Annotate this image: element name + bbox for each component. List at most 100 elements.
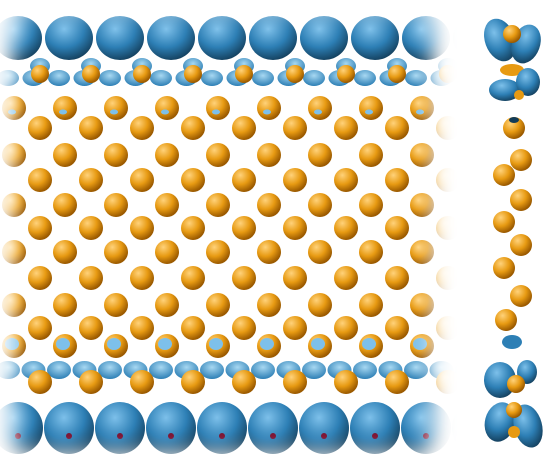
gold-atom bbox=[184, 65, 202, 83]
gold-atom bbox=[410, 193, 434, 217]
gold-atom bbox=[232, 168, 256, 192]
gold-atom bbox=[104, 96, 128, 120]
orbital-lobe-small bbox=[110, 109, 118, 115]
gold-atom bbox=[334, 116, 358, 140]
gold-atom bbox=[235, 65, 253, 83]
side-chain-panel bbox=[484, 18, 543, 448]
gold-atom bbox=[79, 266, 103, 290]
gold-atom bbox=[493, 257, 515, 279]
orbital-lobe-small bbox=[456, 70, 478, 86]
gold-atom bbox=[461, 143, 485, 167]
gold-atom bbox=[2, 143, 26, 167]
orbital-lobe-small bbox=[47, 361, 71, 379]
atom-core bbox=[423, 433, 429, 439]
gold-atom bbox=[359, 240, 383, 264]
gold-atom bbox=[155, 240, 179, 264]
orbital-lobe bbox=[146, 402, 196, 454]
gold-atom bbox=[507, 375, 525, 393]
gold-atom bbox=[53, 240, 77, 264]
orbital-lobe bbox=[402, 16, 450, 60]
gold-atom bbox=[510, 285, 532, 307]
gold-atom bbox=[2, 193, 26, 217]
main-slab-panel bbox=[0, 16, 511, 454]
gold-atom bbox=[232, 316, 256, 340]
orbital-lobe bbox=[197, 402, 247, 454]
gold-atom bbox=[257, 96, 281, 120]
orbital-lobe bbox=[0, 16, 42, 60]
gold-atom bbox=[2, 293, 26, 317]
gold-atom bbox=[359, 96, 383, 120]
gold-atom bbox=[130, 266, 154, 290]
atom-core bbox=[474, 433, 480, 439]
gold-atom bbox=[385, 116, 409, 140]
gold-atom bbox=[232, 116, 256, 140]
gold-atom bbox=[308, 293, 332, 317]
orbital-lobe-small bbox=[98, 361, 122, 379]
gold-atom bbox=[130, 316, 154, 340]
gold-atom bbox=[283, 266, 307, 290]
gold-atom bbox=[79, 316, 103, 340]
gold-atom bbox=[130, 370, 154, 394]
atom-core bbox=[168, 433, 174, 439]
gold-atom bbox=[206, 293, 230, 317]
gold-atom bbox=[359, 193, 383, 217]
gold-atom bbox=[155, 96, 179, 120]
gold-atom bbox=[104, 240, 128, 264]
orbital-lobe-small bbox=[353, 361, 377, 379]
gold-atom bbox=[257, 293, 281, 317]
gold-atom bbox=[359, 293, 383, 317]
gold-atom bbox=[410, 143, 434, 167]
gold-atom bbox=[257, 240, 281, 264]
gold-atom bbox=[82, 65, 100, 83]
gold-atom bbox=[181, 168, 205, 192]
gold-atom bbox=[206, 240, 230, 264]
gold-atom bbox=[410, 293, 434, 317]
gold-atom bbox=[28, 116, 52, 140]
orbital-lobe-small bbox=[311, 338, 325, 350]
gold-atom bbox=[283, 316, 307, 340]
gold-atom bbox=[79, 216, 103, 240]
gold-atom bbox=[410, 240, 434, 264]
gold-atom bbox=[53, 193, 77, 217]
gold-atom bbox=[133, 65, 151, 83]
orbital-lobe-small bbox=[48, 70, 70, 86]
gold-atom bbox=[495, 309, 517, 331]
atom-core bbox=[117, 433, 123, 439]
gold-atom bbox=[359, 143, 383, 167]
orbital-lobe-small bbox=[212, 109, 220, 115]
gold-atom bbox=[508, 426, 520, 438]
gold-atom bbox=[232, 216, 256, 240]
orbital-lobe bbox=[198, 16, 246, 60]
gold-atom bbox=[28, 168, 52, 192]
gold-atom bbox=[308, 240, 332, 264]
gold-atom bbox=[257, 143, 281, 167]
gold-atom bbox=[28, 266, 52, 290]
orbital-lobe bbox=[248, 402, 298, 454]
gold-atom bbox=[436, 216, 460, 240]
orbital-lobe-small bbox=[455, 361, 479, 379]
gold-atom bbox=[436, 116, 460, 140]
orbital-lobe-small bbox=[467, 109, 475, 115]
gold-atom bbox=[257, 193, 281, 217]
orbital-lobe-small bbox=[56, 338, 70, 350]
orbital-lobe-small bbox=[209, 338, 223, 350]
orbital-lobe-small bbox=[161, 109, 169, 115]
orbital-lobe bbox=[351, 16, 399, 60]
gold-atom bbox=[436, 370, 460, 394]
gold-atom bbox=[503, 117, 525, 139]
gold-atom bbox=[493, 164, 515, 186]
gold-atom bbox=[181, 370, 205, 394]
gold-atom bbox=[308, 96, 332, 120]
gold-atom bbox=[337, 65, 355, 83]
orbital-lobe-small bbox=[404, 361, 428, 379]
gold-atom bbox=[232, 370, 256, 394]
gold-atom bbox=[130, 216, 154, 240]
gold-atom bbox=[334, 316, 358, 340]
orbital-lobe bbox=[95, 402, 145, 454]
gold-atom bbox=[514, 90, 524, 100]
gold-atom bbox=[385, 316, 409, 340]
gold-atom bbox=[2, 96, 26, 120]
gold-atom bbox=[31, 65, 49, 83]
orbital-lobe-small bbox=[416, 109, 424, 115]
